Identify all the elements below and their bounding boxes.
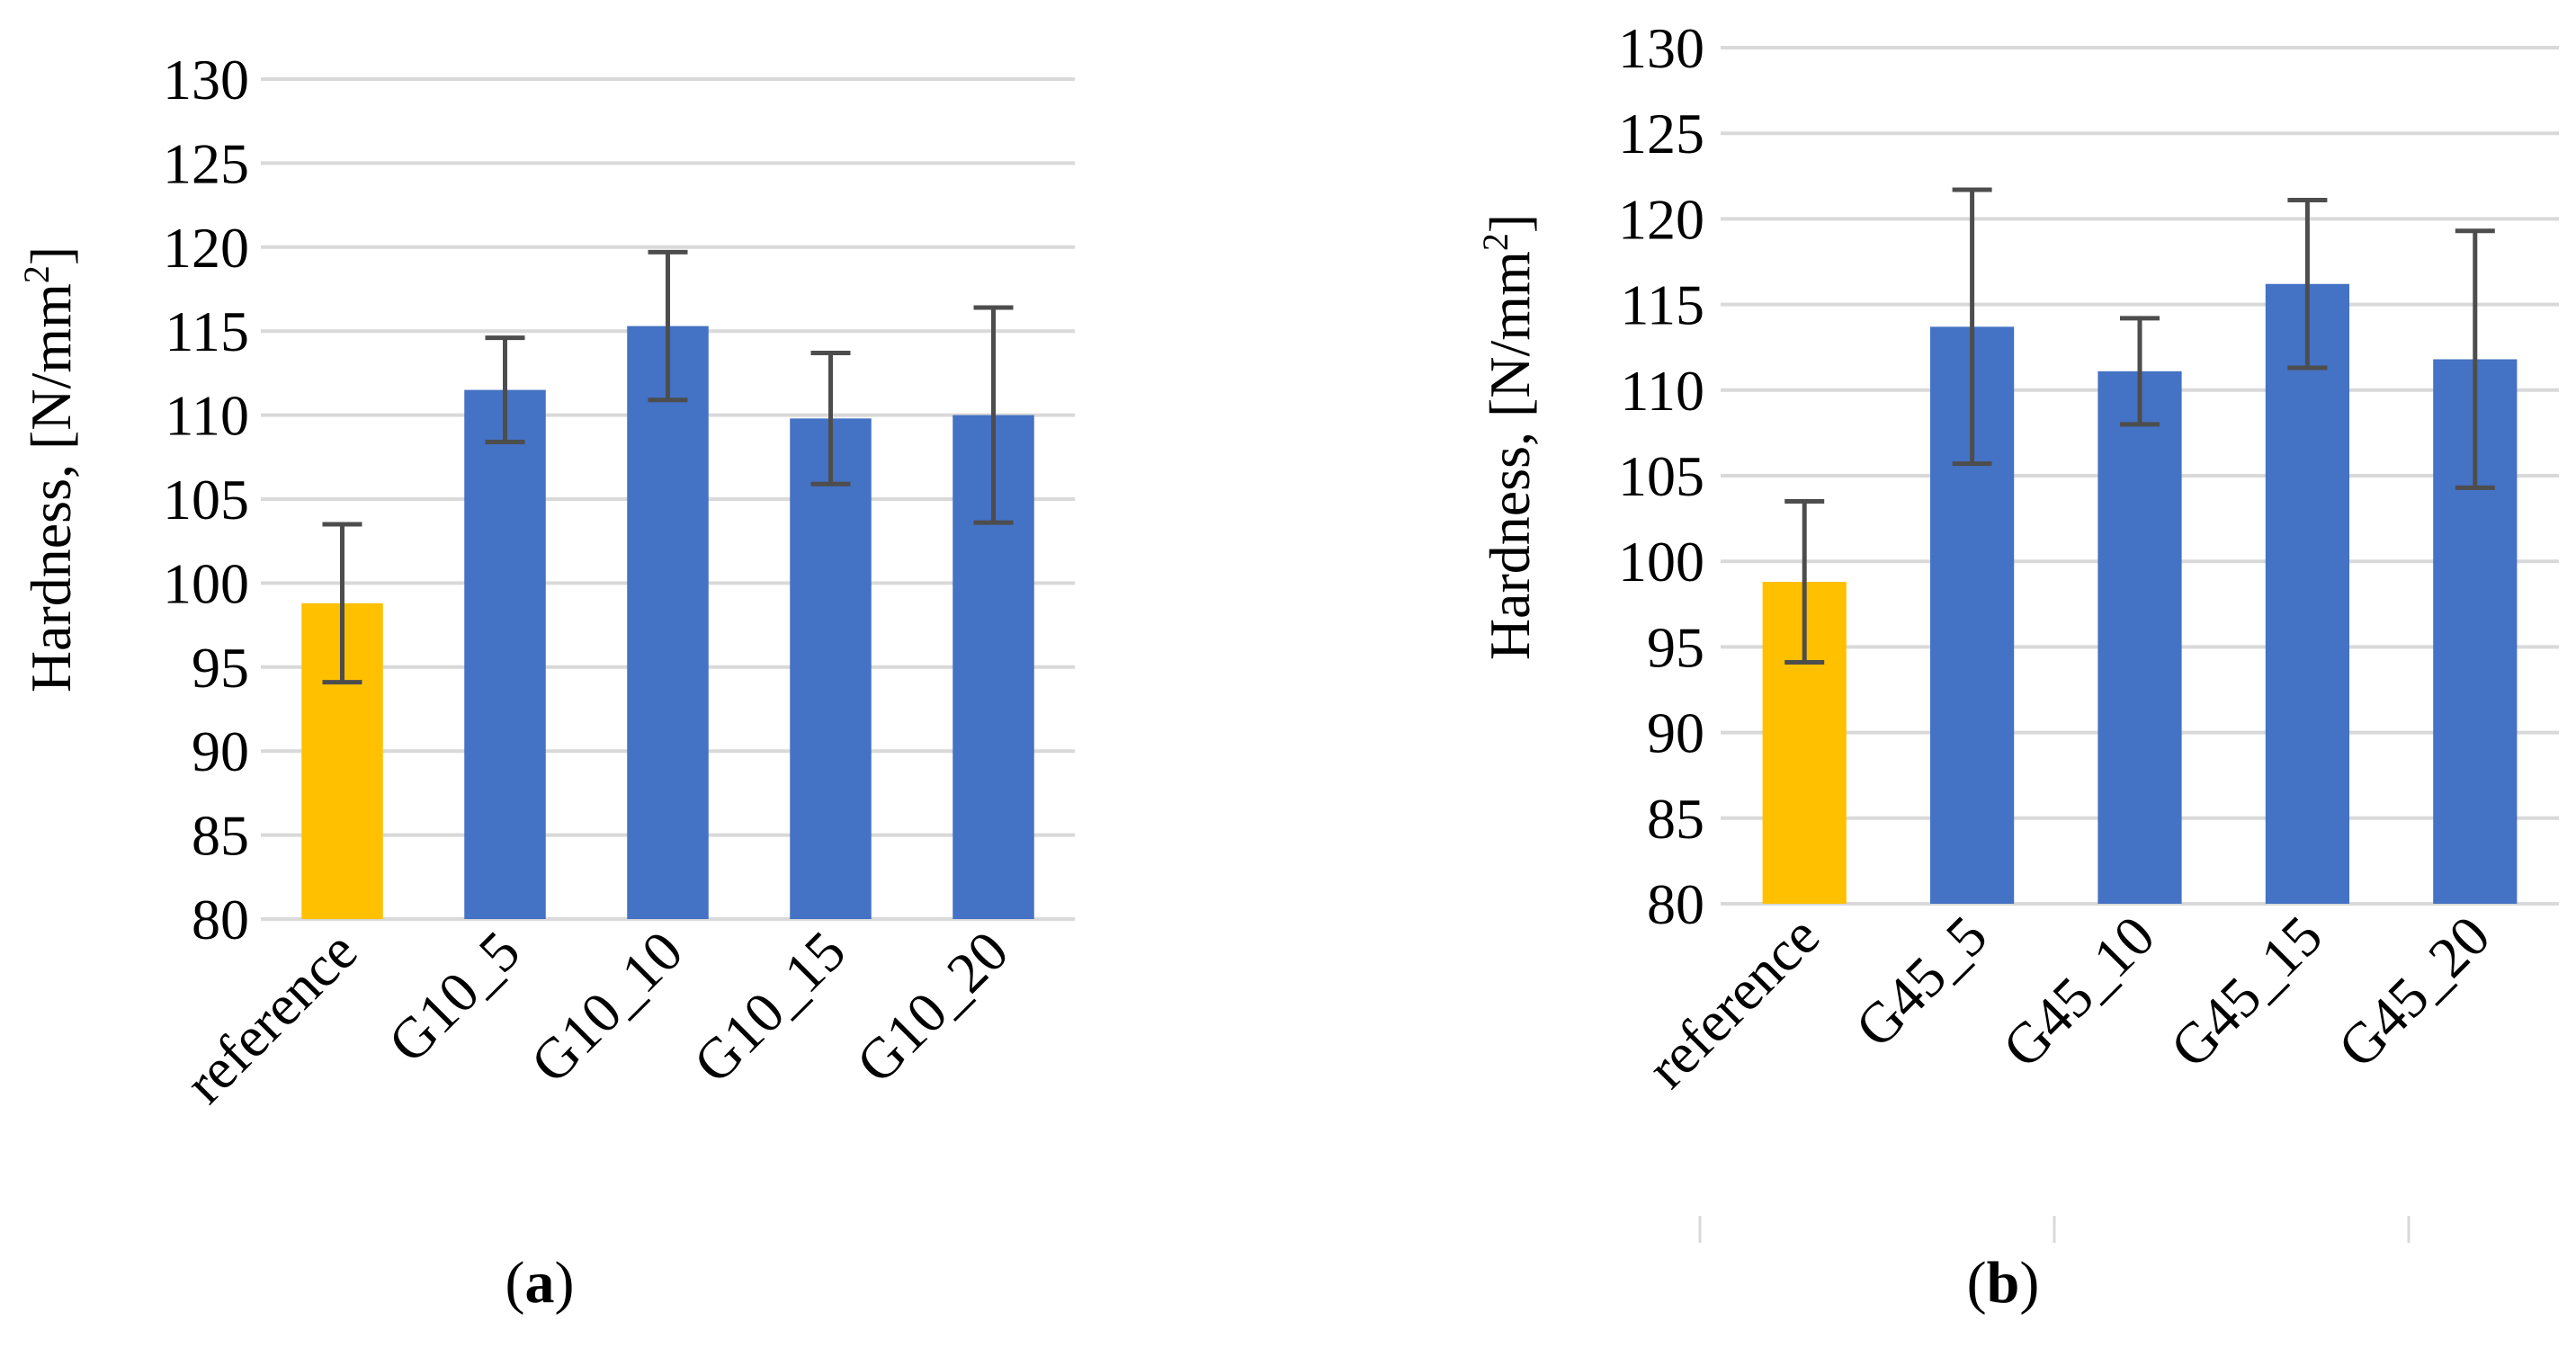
y-tick-label: 100 [163, 551, 249, 615]
y-tick-label: 85 [192, 804, 249, 868]
y-tick-label: 105 [1618, 444, 1704, 508]
y-tick-label: 95 [192, 636, 249, 700]
y-tick-label: 125 [1618, 102, 1704, 165]
y-tick-label: 85 [1647, 787, 1704, 851]
panel-caption: (a) [505, 1250, 575, 1316]
y-tick-label: 115 [1620, 273, 1704, 337]
y-tick-label: 125 [163, 131, 249, 195]
x-tick-label: G45_5 [1843, 904, 1999, 1059]
y-tick-label: 130 [163, 48, 249, 112]
bar-G10_15 [790, 418, 872, 919]
y-tick-label: 115 [165, 299, 249, 363]
x-tick-label: G45_15 [2158, 904, 2334, 1080]
bar-G45_15 [2265, 283, 2349, 904]
x-tick-label: G45_10 [1990, 904, 2167, 1080]
y-tick-label: 90 [192, 719, 249, 783]
y-tick-label: 110 [165, 384, 249, 448]
x-tick-label: G45_20 [2326, 904, 2502, 1080]
panel-caption: (b) [1967, 1250, 2040, 1316]
y-tick-label: 100 [1618, 530, 1704, 594]
y-tick-label: 130 [1618, 16, 1704, 80]
bar-G10_10 [627, 326, 709, 919]
bar-G10_5 [464, 389, 546, 920]
x-tick-label: G10_20 [844, 919, 1020, 1095]
y-tick-label: 80 [1647, 872, 1704, 936]
y-tick-label: 95 [1647, 615, 1704, 679]
x-tick-label: G10_15 [681, 919, 857, 1095]
y-tick-label: 90 [1647, 701, 1704, 765]
y-axis-label: Hardness, [N/mm2] [16, 246, 83, 692]
y-tick-label: 120 [1618, 187, 1704, 251]
x-tick-label: G10_5 [376, 919, 532, 1075]
bar-G45_10 [2097, 370, 2182, 905]
y-tick-label: 80 [192, 888, 249, 951]
y-tick-label: 110 [1620, 359, 1704, 423]
y-axis-label: Hardness, [N/mm2] [1475, 214, 1542, 660]
y-tick-label: 105 [163, 468, 249, 531]
x-tick-label: G10_10 [518, 919, 694, 1095]
chart-b: 80 85 90 95 100 105 110 115 120 125 130 Hardness, [… [1475, 16, 2559, 1316]
y-tick-label: 120 [163, 216, 249, 280]
chart-a: 80 85 90 95 100 105 110 115 120 125 130 Hardness, [… [16, 48, 1075, 1316]
